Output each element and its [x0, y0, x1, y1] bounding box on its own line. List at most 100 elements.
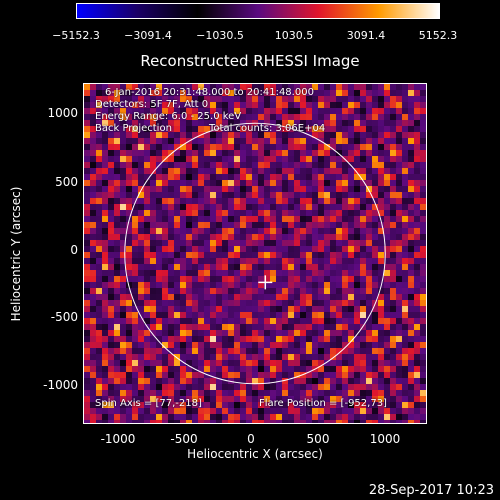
heatmap-cell	[108, 318, 114, 324]
heatmap-cell	[348, 234, 354, 240]
heatmap-cell	[252, 252, 258, 258]
heatmap-cell	[90, 354, 96, 360]
heatmap-cell	[240, 144, 246, 150]
heatmap-cell	[96, 264, 102, 270]
heatmap-cell	[120, 234, 126, 240]
heatmap-cell	[156, 330, 162, 336]
heatmap-cell	[282, 264, 288, 270]
heatmap-cell	[282, 312, 288, 318]
heatmap-cell	[342, 126, 348, 132]
heatmap-cell	[282, 234, 288, 240]
heatmap-cell	[348, 312, 354, 318]
heatmap-cell	[324, 420, 330, 423]
heatmap-cell	[420, 390, 426, 396]
heatmap-cell	[408, 360, 414, 366]
heatmap-cell	[144, 270, 150, 276]
heatmap-cell	[270, 132, 276, 138]
heatmap-cell	[168, 132, 174, 138]
heatmap-cell	[384, 90, 390, 96]
heatmap-cell	[120, 192, 126, 198]
heatmap-cell	[222, 360, 228, 366]
heatmap-cell	[342, 420, 348, 423]
heatmap-cell	[192, 414, 198, 420]
heatmap-cell	[348, 306, 354, 312]
heatmap-cell	[150, 366, 156, 372]
heatmap-cell	[240, 258, 246, 264]
heatmap-cell	[414, 222, 420, 228]
heatmap-cell	[348, 390, 354, 396]
heatmap-cell	[402, 204, 408, 210]
heatmap-cell	[324, 300, 330, 306]
heatmap-cell	[342, 390, 348, 396]
heatmap-cell	[90, 240, 96, 246]
heatmap-cell	[126, 252, 132, 258]
heatmap-cell	[210, 288, 216, 294]
heatmap-cell	[378, 312, 384, 318]
heatmap-cell	[348, 108, 354, 114]
heatmap-cell	[336, 132, 342, 138]
heatmap-cell	[294, 204, 300, 210]
heatmap-cell	[306, 156, 312, 162]
heatmap-cell	[312, 180, 318, 186]
heatmap-cell	[420, 378, 426, 384]
heatmap-cell	[282, 348, 288, 354]
heatmap-cell	[174, 240, 180, 246]
heatmap-cell	[84, 270, 90, 276]
heatmap-cell	[360, 330, 366, 336]
heatmap-cell	[216, 144, 222, 150]
heatmap-cell	[408, 114, 414, 120]
heatmap-cell	[348, 252, 354, 258]
heatmap-cell	[270, 390, 276, 396]
heatmap-cell	[84, 216, 90, 222]
heatmap-cell	[420, 384, 426, 390]
heatmap-cell	[330, 420, 336, 423]
heatmap-cell	[150, 156, 156, 162]
heatmap-cell	[102, 300, 108, 306]
heatmap-cell	[84, 114, 90, 120]
heatmap-cell	[384, 324, 390, 330]
energy-range-text: Energy Range: 6.0 - 25.0 keV	[95, 111, 242, 122]
heatmap-cell	[300, 270, 306, 276]
heatmap-cell	[198, 258, 204, 264]
heatmap-cell	[156, 108, 162, 114]
heatmap-cell	[408, 192, 414, 198]
heatmap-cell	[156, 138, 162, 144]
heatmap-cell	[84, 120, 90, 126]
heatmap-cell	[258, 354, 264, 360]
heatmap-cell	[228, 246, 234, 252]
heatmap-cell	[324, 408, 330, 414]
heatmap-cell	[126, 126, 132, 132]
heatmap-cell	[192, 132, 198, 138]
heatmap-cell	[282, 228, 288, 234]
heatmap-cell	[318, 84, 324, 90]
heatmap-cell	[378, 108, 384, 114]
heatmap-cell	[324, 132, 330, 138]
heatmap-cell	[102, 336, 108, 342]
heatmap-cell	[102, 360, 108, 366]
heatmap-cell	[222, 174, 228, 180]
heatmap-cell	[246, 258, 252, 264]
heatmap-cell	[180, 354, 186, 360]
heatmap-cell	[186, 228, 192, 234]
heatmap-cell	[300, 126, 306, 132]
heatmap-cell	[408, 186, 414, 192]
heatmap-cell	[354, 162, 360, 168]
heatmap-cell	[288, 180, 294, 186]
heatmap-cell	[174, 282, 180, 288]
heatmap-cell	[264, 360, 270, 366]
heatmap-cell	[138, 234, 144, 240]
heatmap-cell	[318, 342, 324, 348]
heatmap-cell	[186, 402, 192, 408]
heatmap-cell	[396, 102, 402, 108]
heatmap-cell	[318, 174, 324, 180]
heatmap-cell	[132, 162, 138, 168]
heatmap-cell	[210, 294, 216, 300]
heatmap-cell	[330, 300, 336, 306]
heatmap-cell	[210, 372, 216, 378]
heatmap-cell	[414, 138, 420, 144]
heatmap-cell	[402, 294, 408, 300]
heatmap-cell	[246, 318, 252, 324]
heatmap-cell	[324, 318, 330, 324]
heatmap-cell	[168, 120, 174, 126]
heatmap-cell	[300, 420, 306, 423]
